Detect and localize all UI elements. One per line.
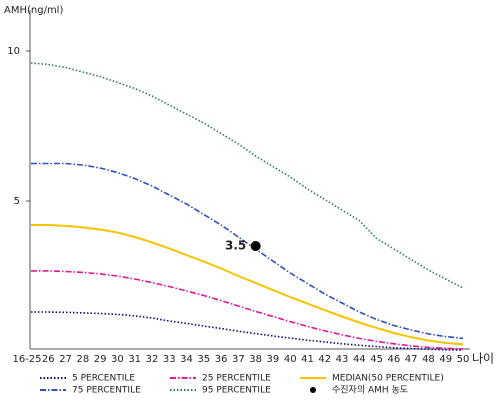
x-tick-label: 45 bbox=[370, 354, 383, 365]
x-tick-label: 42 bbox=[318, 354, 331, 365]
x-axis-label: 나이 bbox=[472, 352, 494, 366]
x-tick-label: 47 bbox=[405, 354, 418, 365]
series-line bbox=[31, 162, 464, 340]
x-tick-label: 39 bbox=[267, 354, 280, 365]
x-tick-label: 29 bbox=[94, 354, 107, 365]
x-tick-label: 26 bbox=[42, 354, 55, 365]
legend-label: 75 PERCENTILE bbox=[72, 386, 141, 396]
x-tick-label: 33 bbox=[163, 354, 176, 365]
y-tick-label: 5 bbox=[14, 196, 20, 207]
legend-label: 수진자의 AMH 농도 bbox=[332, 385, 408, 396]
x-tick-label: 32 bbox=[146, 354, 159, 365]
x-tick-label: 28 bbox=[76, 354, 89, 365]
x-tick-label: 38 bbox=[249, 354, 262, 365]
x-tick-label: 31 bbox=[128, 354, 141, 365]
series-line bbox=[31, 270, 464, 350]
x-tick-label: 35 bbox=[197, 354, 210, 365]
x-tick-label: 37 bbox=[232, 354, 245, 365]
x-tick-label: 44 bbox=[353, 354, 366, 365]
x-tick-label: 49 bbox=[439, 354, 452, 365]
legend-label: 25 PERCENTILE bbox=[202, 374, 271, 384]
series-line bbox=[30, 62, 464, 289]
series-line bbox=[31, 311, 464, 351]
patient-point bbox=[250, 241, 261, 251]
x-tick-label: 43 bbox=[336, 354, 349, 365]
x-tick-label: 36 bbox=[215, 354, 228, 365]
x-tick-label: 40 bbox=[284, 354, 297, 365]
x-tick-label: 30 bbox=[111, 354, 124, 365]
y-tick-label: 10 bbox=[7, 46, 20, 57]
legend-label: 5 PERCENTILE bbox=[72, 374, 135, 384]
x-tick-label: 41 bbox=[301, 354, 314, 365]
y-axis-label: AMH(ng/ml) bbox=[4, 5, 63, 16]
legend-label: MEDIAN(50 PERCENTILE) bbox=[332, 374, 444, 384]
x-tick-label: 48 bbox=[422, 354, 435, 365]
x-tick-label: 34 bbox=[180, 354, 193, 365]
x-tick-label: 50 bbox=[457, 354, 470, 365]
x-tick-label: 27 bbox=[59, 354, 72, 365]
legend-label: 95 PERCENTILE bbox=[202, 386, 271, 396]
series-line bbox=[31, 224, 464, 346]
x-tick-label: 16-25 bbox=[12, 354, 41, 365]
legend-swatch bbox=[310, 387, 316, 393]
x-tick-label: 46 bbox=[388, 354, 401, 365]
point-label: 3.5 bbox=[225, 239, 246, 253]
